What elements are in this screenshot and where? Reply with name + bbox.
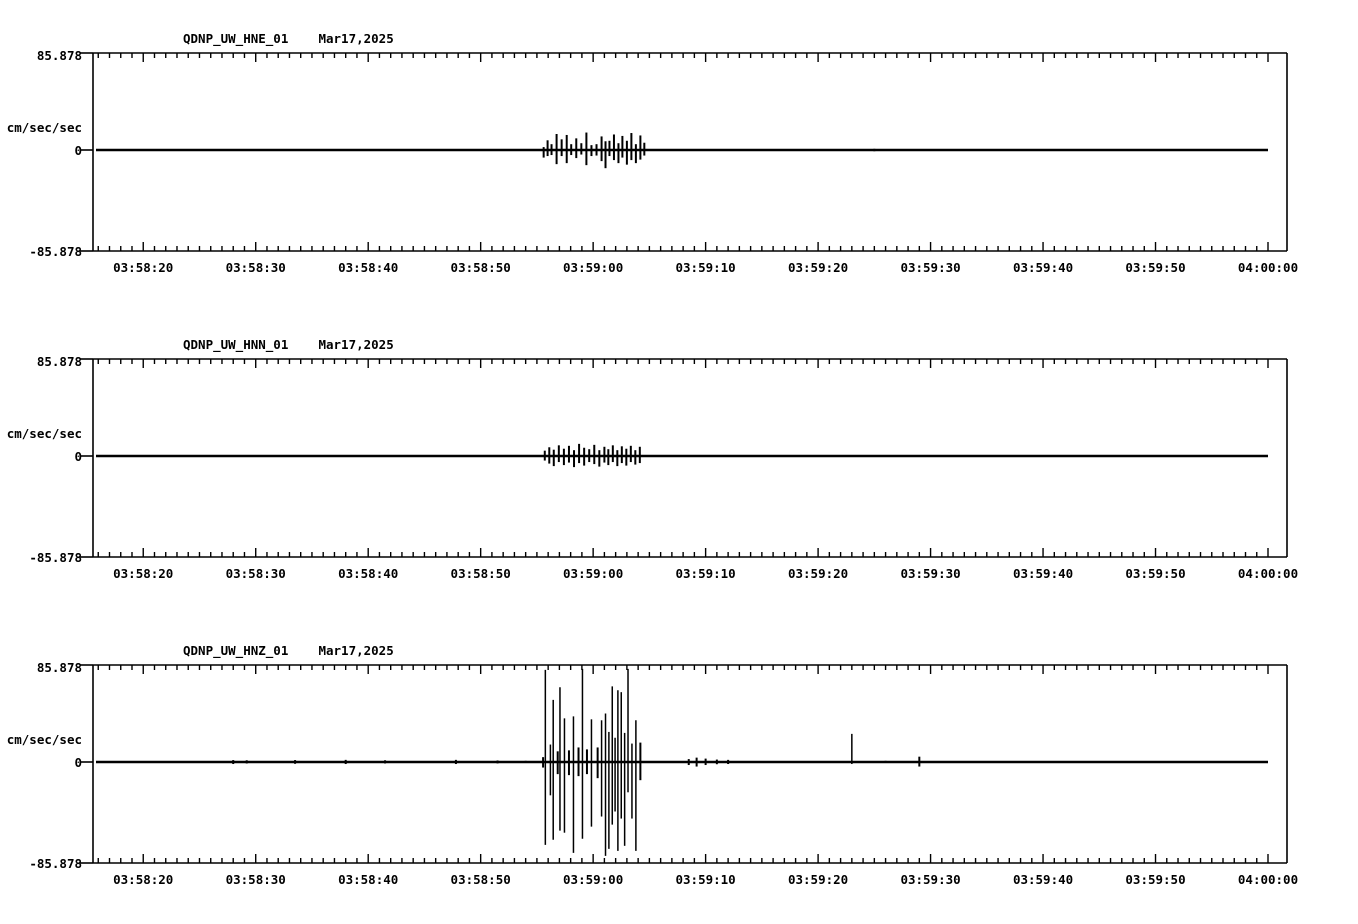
y-axis-ticks <box>80 358 93 558</box>
x-axis-ticks-top <box>97 53 1269 62</box>
x-axis-ticks-top <box>97 359 1269 368</box>
x-axis-tick-label: 03:59:30 <box>900 260 961 275</box>
y-axis-max-label-panel-0: 85.878 <box>36 48 82 63</box>
waveform-panel-hnz: QDNP_UW_HNZ_01 Mar17,2025 85.878 cm/sec/… <box>0 612 1358 887</box>
waveform-trace <box>542 132 926 169</box>
x-axis-ticks-bottom <box>97 548 1269 557</box>
y-axis-units-label-panel-0: cm/sec/sec <box>6 120 82 135</box>
waveform-trace <box>543 443 641 468</box>
x-axis-tick-label: 03:59:00 <box>563 260 624 275</box>
x-axis-tick-label: 04:00:00 <box>1237 872 1299 887</box>
y-axis-max-label-panel-1: 85.878 <box>36 354 82 369</box>
x-axis-ticks-top <box>97 665 1269 674</box>
x-axis-tick-label: 03:58:50 <box>450 872 511 887</box>
x-axis-ticks-bottom <box>97 242 1269 251</box>
x-axis-tick-label: 03:58:30 <box>225 872 286 887</box>
y-axis-zero-label-panel-0: 0 <box>74 143 82 158</box>
x-axis-tick-label: 03:58:40 <box>338 260 399 275</box>
y-axis-ticks <box>80 664 93 864</box>
x-axis-tick-label: 03:59:10 <box>675 872 736 887</box>
waveform-plot-hne <box>80 52 1288 252</box>
x-axis-tick-label: 03:58:50 <box>450 260 511 275</box>
x-axis-tick-label: 03:59:40 <box>1012 566 1074 581</box>
x-axis-tick-label: 03:59:50 <box>1125 566 1186 581</box>
panel-title-hnn: QDNP_UW_HNN_01 Mar17,2025 <box>183 337 394 352</box>
x-axis-tick-label: 03:59:00 <box>563 566 624 581</box>
x-axis-tick-label: 03:58:20 <box>113 872 174 887</box>
x-axis-tick-label: 03:59:40 <box>1012 872 1074 887</box>
x-axis-tick-label: 03:59:10 <box>675 566 736 581</box>
x-axis-tick-label: 03:59:20 <box>787 872 849 887</box>
y-axis-max-label-panel-2: 85.878 <box>36 660 82 675</box>
y-axis-units-label-panel-2: cm/sec/sec <box>6 732 82 747</box>
x-axis-tick-label: 03:58:40 <box>338 566 399 581</box>
x-axis-tick-label: 03:59:40 <box>1012 260 1074 275</box>
x-axis-tick-label: 03:59:00 <box>563 872 624 887</box>
y-axis-min-label-panel-2: -85.878 <box>29 856 82 871</box>
y-axis-zero-label-panel-1: 0 <box>74 449 82 464</box>
x-axis-ticks-bottom <box>97 854 1269 863</box>
x-axis-tick-label: 03:58:50 <box>450 566 511 581</box>
y-axis-ticks <box>80 52 93 252</box>
y-axis-zero-label-panel-2: 0 <box>74 755 82 770</box>
waveform-plot-hnn <box>80 358 1288 558</box>
x-axis-tick-label: 03:59:20 <box>787 566 849 581</box>
waveform-trace <box>232 668 921 856</box>
x-axis-tick-label: 03:58:30 <box>225 566 286 581</box>
waveform-panel-hne: QDNP_UW_HNE_01 Mar17,2025 85.878 cm/sec/… <box>0 0 1358 275</box>
panel-title-hne: QDNP_UW_HNE_01 Mar17,2025 <box>183 31 394 46</box>
x-axis-tick-label: 03:58:30 <box>225 260 286 275</box>
x-axis-tick-label: 03:58:20 <box>113 260 174 275</box>
x-axis-tick-label: 03:59:10 <box>675 260 736 275</box>
x-axis-tick-label: 03:59:20 <box>787 260 849 275</box>
y-axis-min-label-panel-0: -85.878 <box>29 244 82 259</box>
panel-title-hnz: QDNP_UW_HNZ_01 Mar17,2025 <box>183 643 394 658</box>
waveform-panel-hnn: QDNP_UW_HNN_01 Mar17,2025 85.878 cm/sec/… <box>0 306 1358 581</box>
x-axis-tick-label: 03:59:50 <box>1125 260 1186 275</box>
x-axis-tick-label: 03:59:50 <box>1125 872 1186 887</box>
waveform-plot-hnz <box>80 664 1288 864</box>
x-axis-tick-label: 03:58:40 <box>338 872 399 887</box>
x-axis-tick-label: 03:59:30 <box>900 566 961 581</box>
y-axis-min-label-panel-1: -85.878 <box>29 550 82 565</box>
y-axis-units-label-panel-1: cm/sec/sec <box>6 426 82 441</box>
x-axis-tick-label: 03:59:30 <box>900 872 961 887</box>
x-axis-tick-label: 04:00:00 <box>1237 566 1299 581</box>
x-axis-tick-label: 03:58:20 <box>113 566 174 581</box>
x-axis-tick-label: 04:00:00 <box>1237 260 1299 275</box>
